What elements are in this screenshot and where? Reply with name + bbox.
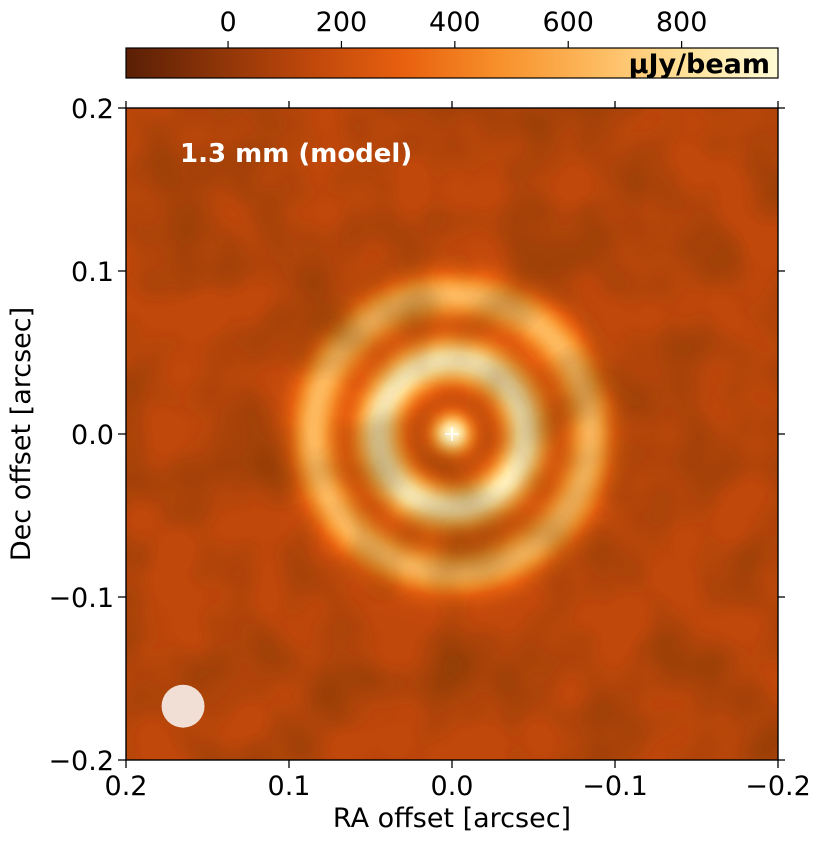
y-axis-title: Dec offset [arcsec] — [6, 307, 37, 561]
y-tick-label: −0.2 — [48, 746, 114, 777]
colorbar-tick-label: 600 — [542, 7, 594, 38]
colorbar-bar — [125, 47, 779, 79]
x-axis-ticks: 0.2 0.1 0.0 −0.1 −0.2 — [105, 101, 811, 802]
colorbar-ticks: 0 200 400 600 800 — [219, 7, 707, 48]
y-tick-label: −0.1 — [48, 583, 114, 614]
x-tick-label: 0.2 — [105, 771, 148, 802]
x-tick-label: −0.2 — [745, 771, 811, 802]
y-tick-label: 0.2 — [71, 94, 114, 125]
colorbar-tick-label: 200 — [316, 7, 368, 38]
center-marker-icon — [445, 427, 459, 441]
beam-circle — [161, 684, 205, 728]
wavelength-annotation: 1.3 mm (model) — [180, 139, 412, 169]
x-tick-label: −0.1 — [582, 771, 648, 802]
x-tick-label: 0.1 — [268, 771, 311, 802]
colorbar-tick-label: 400 — [429, 7, 481, 38]
y-axis-ticks: 0.2 0.1 0.0 −0.1 −0.2 — [48, 94, 785, 777]
y-tick-label: 0.1 — [71, 257, 114, 288]
x-tick-label: 0.0 — [431, 771, 474, 802]
y-tick-label: 0.0 — [71, 420, 114, 451]
colorbar-unit-label: μJy/beam — [629, 49, 770, 80]
x-axis-title: RA offset [arcsec] — [333, 803, 571, 834]
beam-ellipse — [161, 684, 205, 728]
colorbar-tick-label: 0 — [219, 7, 236, 38]
colorbar: 0 200 400 600 800 μJy/beam — [125, 7, 779, 80]
image-panel: 1.3 mm (model) 0.2 0.1 0.0 −0.1 −0.2 0.20.10… — [48, 94, 810, 802]
colorbar-tick-label: 800 — [656, 7, 708, 38]
